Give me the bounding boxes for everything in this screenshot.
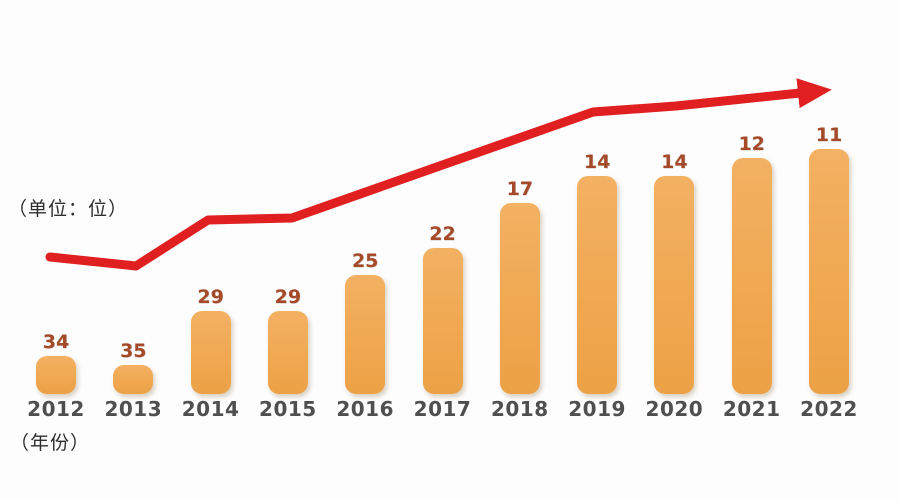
bar	[731, 158, 772, 394]
bar	[422, 248, 463, 394]
bar	[654, 176, 695, 394]
bar-value-label: 17	[506, 178, 534, 200]
x-tick-label: 2019	[568, 397, 626, 421]
bar-value-label: 14	[583, 151, 611, 173]
x-tick-label: 2022	[800, 397, 858, 421]
x-tick-label: 2013	[104, 397, 163, 421]
x-tick-label: 2018	[490, 397, 549, 421]
bar-value-label: 14	[661, 151, 688, 173]
x-tick-label: 2015	[259, 397, 317, 421]
bar	[809, 149, 849, 394]
bar-value-label: 25	[351, 250, 379, 272]
bar	[36, 356, 76, 394]
bar	[499, 203, 540, 394]
x-tick-label: 2014	[181, 397, 240, 421]
x-tick-label: 2021	[722, 397, 781, 421]
bar-value-label: 12	[738, 133, 765, 155]
bar	[345, 275, 386, 394]
x-tick-label: 2012	[27, 397, 85, 421]
bar-value-label: 29	[274, 286, 302, 308]
bar-value-label: 29	[197, 286, 224, 308]
bar	[113, 365, 154, 394]
x-tick-label: 2017	[413, 397, 472, 421]
bar-value-label: 35	[120, 340, 147, 362]
bar	[190, 311, 231, 394]
bar-value-label: 11	[815, 124, 843, 146]
bar-value-label: 22	[429, 223, 456, 245]
bar	[577, 176, 618, 394]
bar-value-label: 34	[42, 331, 70, 353]
x-axis-label: （年份）	[10, 432, 91, 454]
bar	[267, 311, 308, 394]
x-tick-label: 2020	[645, 397, 704, 421]
unit-label: （单位：位）	[8, 198, 129, 220]
x-tick-label: 2016	[336, 397, 395, 421]
